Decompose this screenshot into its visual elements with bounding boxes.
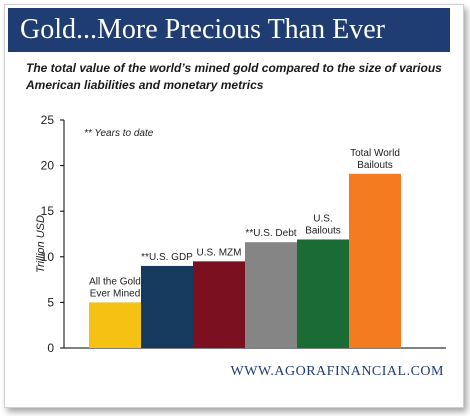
bar xyxy=(141,265,193,348)
subtitle-line-1: The total value of the world’s mined gol… xyxy=(26,61,442,75)
y-tick-label: 15 xyxy=(41,204,55,218)
bar-label: Bailouts xyxy=(357,160,393,171)
y-tick-label: 0 xyxy=(47,341,54,355)
bar xyxy=(297,239,349,348)
y-axis-title: Trillion USD xyxy=(35,215,47,273)
bar-label: U.S. xyxy=(313,213,332,224)
y-tick-label: 25 xyxy=(41,113,55,127)
bar xyxy=(193,261,245,348)
bar-label: Total World xyxy=(350,148,400,159)
chart-subtitle: The total value of the world’s mined gol… xyxy=(26,60,446,94)
bar-label: All the Gold xyxy=(89,276,141,287)
bar-label: U.S. MZM xyxy=(197,247,242,258)
bar-label: **U.S. GDP xyxy=(141,252,193,263)
bar-label: Bailouts xyxy=(305,225,341,236)
y-tick-label: 10 xyxy=(41,250,55,264)
chart-note: ** Years to date xyxy=(84,128,154,139)
bar xyxy=(349,173,401,348)
bar xyxy=(89,302,141,348)
bar xyxy=(245,242,297,348)
y-tick-label: 5 xyxy=(47,295,54,309)
page-title: Gold...More Precious Than Ever xyxy=(8,8,450,52)
y-tick-label: 20 xyxy=(41,159,55,173)
website-url[interactable]: WWW.AGORAFINANCIAL.COM xyxy=(230,364,444,379)
subtitle-line-2: American liabilities and monetary metric… xyxy=(26,78,264,92)
bar-label: Ever Mined xyxy=(90,288,141,299)
bar-label: **U.S. Debt xyxy=(245,228,296,239)
